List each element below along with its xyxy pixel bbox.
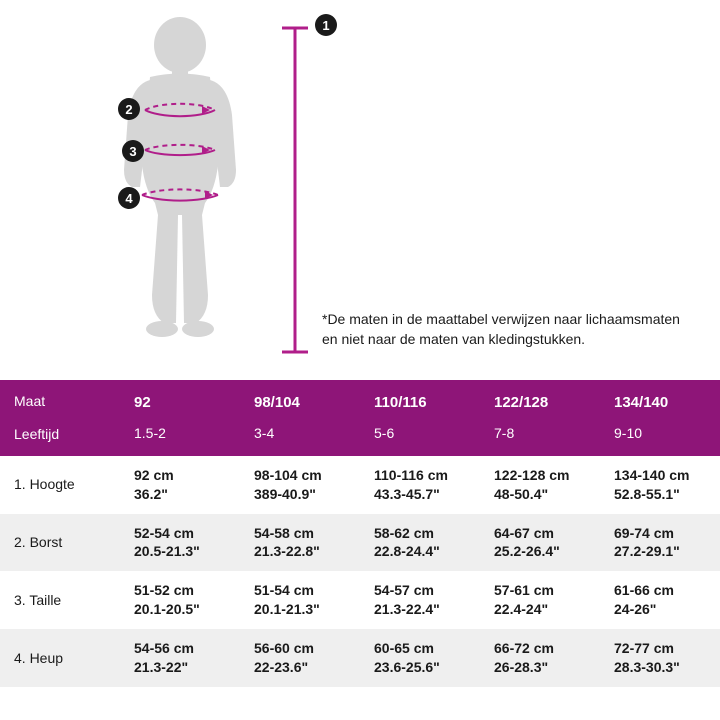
cell: 92 cm36.2" — [120, 456, 240, 514]
cell: 72-77 cm28.3-30.3" — [600, 629, 720, 687]
cell: 66-72 cm26-28.3" — [480, 629, 600, 687]
header-col: 110/1165-6 — [360, 380, 480, 456]
cell: 54-56 cm21.3-22" — [120, 629, 240, 687]
table-row: 3. Taille 51-52 cm20.1-20.5" 51-54 cm20.… — [0, 571, 720, 629]
cell: 56-60 cm22-23.6" — [240, 629, 360, 687]
cell: 51-54 cm20.1-21.3" — [240, 571, 360, 629]
cell: 57-61 cm22.4-24" — [480, 571, 600, 629]
row-label: 4. Heup — [0, 629, 120, 687]
disclaimer-note: *De maten in de maattabel verwijzen naar… — [322, 310, 682, 349]
header-col: 134/1409-10 — [600, 380, 720, 456]
cell: 60-65 cm23.6-25.6" — [360, 629, 480, 687]
cell: 52-54 cm20.5-21.3" — [120, 514, 240, 572]
header-col: 921.5-2 — [120, 380, 240, 456]
header-label-cell: Maat Leeftijd — [0, 380, 120, 456]
cell: 54-58 cm21.3-22.8" — [240, 514, 360, 572]
cell: 69-74 cm27.2-29.1" — [600, 514, 720, 572]
cell: 98-104 cm389-40.9" — [240, 456, 360, 514]
cell: 134-140 cm52.8-55.1" — [600, 456, 720, 514]
diagram-area: 1 2 3 4 *De maten in de maattabel verwij… — [0, 0, 720, 380]
row-label: 1. Hoogte — [0, 456, 120, 514]
table-header: Maat Leeftijd 921.5-2 98/1043-4 110/1165… — [0, 380, 720, 456]
table-row: 1. Hoogte 92 cm36.2" 98-104 cm389-40.9" … — [0, 456, 720, 514]
table-body: 1. Hoogte 92 cm36.2" 98-104 cm389-40.9" … — [0, 456, 720, 687]
badge-2: 2 — [118, 98, 140, 120]
cell: 64-67 cm25.2-26.4" — [480, 514, 600, 572]
row-label: 3. Taille — [0, 571, 120, 629]
cell: 58-62 cm22.8-24.4" — [360, 514, 480, 572]
header-col: 98/1043-4 — [240, 380, 360, 456]
cell: 122-128 cm48-50.4" — [480, 456, 600, 514]
cell: 110-116 cm43.3-45.7" — [360, 456, 480, 514]
table-row: 2. Borst 52-54 cm20.5-21.3" 54-58 cm21.3… — [0, 514, 720, 572]
badge-1: 1 — [315, 14, 337, 36]
badge-4: 4 — [118, 187, 140, 209]
row-label: 2. Borst — [0, 514, 120, 572]
height-indicator — [280, 20, 310, 360]
cell: 54-57 cm21.3-22.4" — [360, 571, 480, 629]
table-row: 4. Heup 54-56 cm21.3-22" 56-60 cm22-23.6… — [0, 629, 720, 687]
cell: 61-66 cm24-26" — [600, 571, 720, 629]
size-table: Maat Leeftijd 921.5-2 98/1043-4 110/1165… — [0, 380, 720, 687]
leeftijd-label: Leeftijd — [14, 425, 112, 444]
header-col: 122/1287-8 — [480, 380, 600, 456]
cell: 51-52 cm20.1-20.5" — [120, 571, 240, 629]
badge-3: 3 — [122, 140, 144, 162]
child-silhouette — [90, 15, 270, 345]
maat-label: Maat — [14, 392, 112, 411]
